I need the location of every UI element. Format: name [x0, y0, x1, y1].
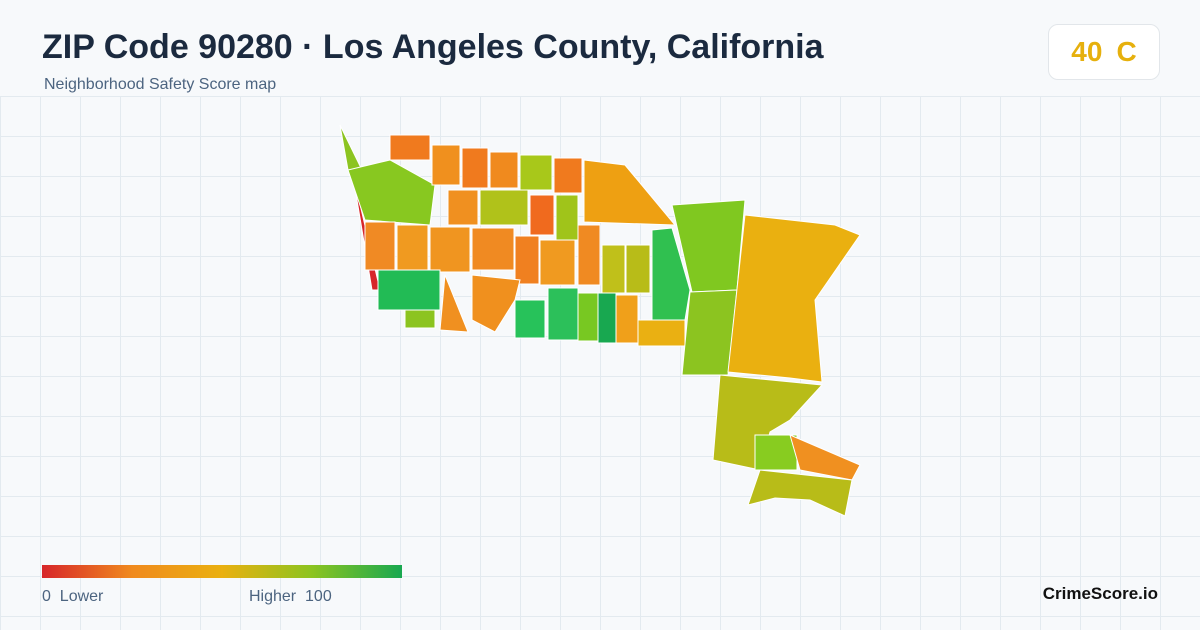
block	[339, 124, 363, 171]
block	[727, 214, 861, 383]
score-grade: C	[1116, 36, 1137, 67]
block	[447, 189, 479, 226]
legend-min: 0	[42, 588, 51, 605]
block	[529, 194, 555, 236]
block	[577, 224, 601, 286]
legend-max-row: Higher 100	[249, 588, 332, 606]
block	[471, 227, 515, 271]
block	[431, 144, 461, 186]
block	[489, 151, 519, 189]
legend-gradient	[42, 565, 402, 578]
block	[615, 294, 639, 344]
block	[396, 224, 429, 271]
block	[547, 287, 579, 341]
block	[747, 469, 853, 517]
block	[539, 239, 576, 286]
block	[471, 274, 521, 333]
block	[789, 434, 861, 481]
block	[461, 147, 489, 189]
block	[555, 194, 579, 241]
block	[597, 292, 617, 344]
block	[577, 292, 599, 342]
block	[364, 221, 396, 271]
legend-max: 100	[305, 588, 332, 605]
block	[377, 269, 441, 311]
block	[514, 235, 540, 285]
score-value: 40	[1071, 36, 1103, 67]
block	[514, 299, 546, 339]
legend-min-row: 0 Lower	[42, 588, 103, 606]
block	[601, 244, 626, 294]
block	[637, 319, 686, 347]
block	[479, 189, 529, 226]
block	[347, 159, 436, 226]
block	[681, 289, 738, 376]
legend-max-label: Higher	[249, 588, 297, 605]
block	[754, 434, 798, 471]
subtitle: Neighborhood Safety Score map	[44, 76, 277, 93]
block	[583, 159, 677, 226]
block	[429, 226, 471, 273]
block	[553, 157, 583, 194]
legend-min-label: Lower	[59, 588, 104, 605]
title: ZIP Code 90280 · Los Angeles County, Cal…	[42, 28, 824, 66]
block	[625, 244, 651, 294]
block	[651, 227, 691, 321]
score-badge: 40 C	[1048, 24, 1160, 80]
block	[712, 374, 824, 471]
block	[389, 134, 431, 161]
block	[519, 154, 553, 191]
brand: CrimeScore.io	[1042, 584, 1158, 603]
block	[404, 309, 436, 329]
block	[439, 274, 469, 333]
